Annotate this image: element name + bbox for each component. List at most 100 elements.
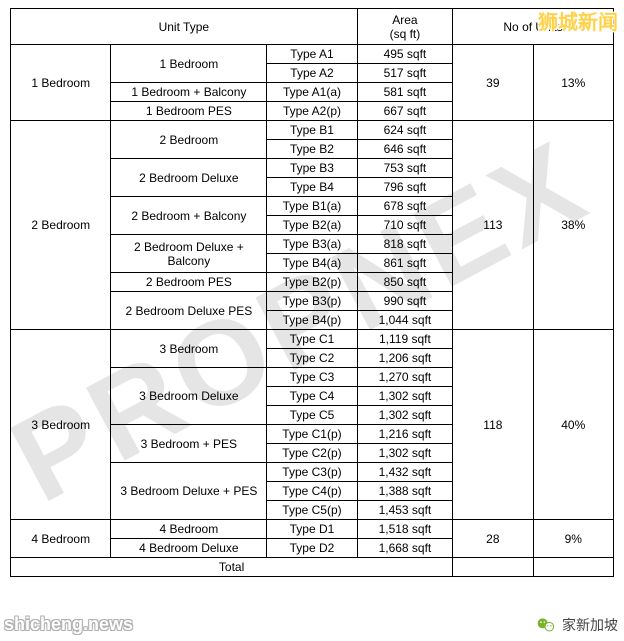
subtype-cell: 3 Bedroom bbox=[111, 330, 267, 368]
type-cell: Type C2 bbox=[267, 349, 357, 368]
table-row: 2 Bedroom2 BedroomType B1624 sqft11338% bbox=[11, 121, 614, 140]
category-cell: 2 Bedroom bbox=[11, 121, 111, 330]
table-body: 1 Bedroom1 BedroomType A1495 sqft3913%Ty… bbox=[11, 45, 614, 577]
subtype-cell: 3 Bedroom Deluxe + PES bbox=[111, 463, 267, 520]
percent-cell: 13% bbox=[533, 45, 613, 121]
area-cell: 667 sqft bbox=[357, 102, 452, 121]
type-cell: Type B3 bbox=[267, 159, 357, 178]
type-cell: Type B1(a) bbox=[267, 197, 357, 216]
area-cell: 1,668 sqft bbox=[357, 539, 452, 558]
subtype-cell: 4 Bedroom Deluxe bbox=[111, 539, 267, 558]
unit-mix-table: Unit Type Area (sq ft) No of Units 1 Bed… bbox=[10, 8, 614, 577]
type-cell: Type C1 bbox=[267, 330, 357, 349]
type-cell: Type C2(p) bbox=[267, 444, 357, 463]
subtype-cell: 2 Bedroom Deluxe PES bbox=[111, 292, 267, 330]
type-cell: Type B3(a) bbox=[267, 235, 357, 254]
area-cell: 678 sqft bbox=[357, 197, 452, 216]
type-cell: Type A1(a) bbox=[267, 83, 357, 102]
area-cell: 818 sqft bbox=[357, 235, 452, 254]
subtype-cell: 3 Bedroom + PES bbox=[111, 425, 267, 463]
subtype-cell: 2 Bedroom PES bbox=[111, 273, 267, 292]
area-cell: 1,216 sqft bbox=[357, 425, 452, 444]
percent-cell: 38% bbox=[533, 121, 613, 330]
table-row: 3 Bedroom3 BedroomType C11,119 sqft11840… bbox=[11, 330, 614, 349]
area-cell: 1,206 sqft bbox=[357, 349, 452, 368]
type-cell: Type B2(p) bbox=[267, 273, 357, 292]
table-header: Unit Type Area (sq ft) No of Units bbox=[11, 9, 614, 45]
units-cell: 118 bbox=[453, 330, 533, 520]
type-cell: Type C3 bbox=[267, 368, 357, 387]
overlay-bottom-right-text: 家新加坡 bbox=[562, 615, 618, 635]
subtype-cell: 2 Bedroom Deluxe + Balcony bbox=[111, 235, 267, 273]
type-cell: Type A2(p) bbox=[267, 102, 357, 121]
area-cell: 495 sqft bbox=[357, 45, 452, 64]
type-cell: Type B1 bbox=[267, 121, 357, 140]
total-units-cell bbox=[453, 558, 533, 577]
subtype-cell: 1 Bedroom + Balcony bbox=[111, 83, 267, 102]
subtype-cell: 3 Bedroom Deluxe bbox=[111, 368, 267, 425]
area-cell: 710 sqft bbox=[357, 216, 452, 235]
type-cell: Type C5 bbox=[267, 406, 357, 425]
type-cell: Type B2(a) bbox=[267, 216, 357, 235]
area-cell: 646 sqft bbox=[357, 140, 452, 159]
subtype-cell: 4 Bedroom bbox=[111, 520, 267, 539]
type-cell: Type A2 bbox=[267, 64, 357, 83]
area-cell: 850 sqft bbox=[357, 273, 452, 292]
header-unit-type: Unit Type bbox=[11, 9, 358, 45]
category-cell: 4 Bedroom bbox=[11, 520, 111, 558]
area-cell: 1,432 sqft bbox=[357, 463, 452, 482]
subtype-cell: 1 Bedroom bbox=[111, 45, 267, 83]
area-cell: 1,270 sqft bbox=[357, 368, 452, 387]
area-cell: 753 sqft bbox=[357, 159, 452, 178]
subtype-cell: 2 Bedroom Deluxe bbox=[111, 159, 267, 197]
total-label-cell: Total bbox=[11, 558, 453, 577]
type-cell: Type D2 bbox=[267, 539, 357, 558]
area-cell: 1,518 sqft bbox=[357, 520, 452, 539]
units-cell: 39 bbox=[453, 45, 533, 121]
units-cell: 28 bbox=[453, 520, 533, 558]
type-cell: Type B2 bbox=[267, 140, 357, 159]
area-cell: 1,302 sqft bbox=[357, 444, 452, 463]
subtype-cell: 2 Bedroom + Balcony bbox=[111, 197, 267, 235]
area-cell: 861 sqft bbox=[357, 254, 452, 273]
area-cell: 990 sqft bbox=[357, 292, 452, 311]
page: PROPNEX Unit Type Area (sq ft) No of Uni… bbox=[0, 0, 624, 641]
area-cell: 1,453 sqft bbox=[357, 501, 452, 520]
header-area: Area (sq ft) bbox=[357, 9, 452, 45]
total-percent-cell bbox=[533, 558, 613, 577]
header-no-of-units: No of Units bbox=[453, 9, 614, 45]
subtype-cell: 2 Bedroom bbox=[111, 121, 267, 159]
percent-cell: 40% bbox=[533, 330, 613, 520]
overlay-bottom-left: shicheng.news bbox=[4, 614, 133, 635]
area-cell: 1,302 sqft bbox=[357, 387, 452, 406]
area-cell: 1,388 sqft bbox=[357, 482, 452, 501]
category-cell: 3 Bedroom bbox=[11, 330, 111, 520]
type-cell: Type B3(p) bbox=[267, 292, 357, 311]
type-cell: Type D1 bbox=[267, 520, 357, 539]
type-cell: Type B4(a) bbox=[267, 254, 357, 273]
area-cell: 581 sqft bbox=[357, 83, 452, 102]
category-cell: 1 Bedroom bbox=[11, 45, 111, 121]
type-cell: Type A1 bbox=[267, 45, 357, 64]
percent-cell: 9% bbox=[533, 520, 613, 558]
overlay-bottom-right: 家新加坡 bbox=[536, 615, 618, 635]
type-cell: Type C3(p) bbox=[267, 463, 357, 482]
type-cell: Type B4 bbox=[267, 178, 357, 197]
units-cell: 113 bbox=[453, 121, 533, 330]
wechat-icon bbox=[536, 615, 556, 635]
type-cell: Type C5(p) bbox=[267, 501, 357, 520]
type-cell: Type C1(p) bbox=[267, 425, 357, 444]
area-cell: 796 sqft bbox=[357, 178, 452, 197]
area-cell: 1,302 sqft bbox=[357, 406, 452, 425]
subtype-cell: 1 Bedroom PES bbox=[111, 102, 267, 121]
area-cell: 624 sqft bbox=[357, 121, 452, 140]
area-cell: 517 sqft bbox=[357, 64, 452, 83]
table-row: 4 Bedroom4 BedroomType D11,518 sqft289% bbox=[11, 520, 614, 539]
area-cell: 1,044 sqft bbox=[357, 311, 452, 330]
type-cell: Type C4 bbox=[267, 387, 357, 406]
type-cell: Type C4(p) bbox=[267, 482, 357, 501]
total-row: Total bbox=[11, 558, 614, 577]
type-cell: Type B4(p) bbox=[267, 311, 357, 330]
table-row: 1 Bedroom1 BedroomType A1495 sqft3913% bbox=[11, 45, 614, 64]
area-cell: 1,119 sqft bbox=[357, 330, 452, 349]
